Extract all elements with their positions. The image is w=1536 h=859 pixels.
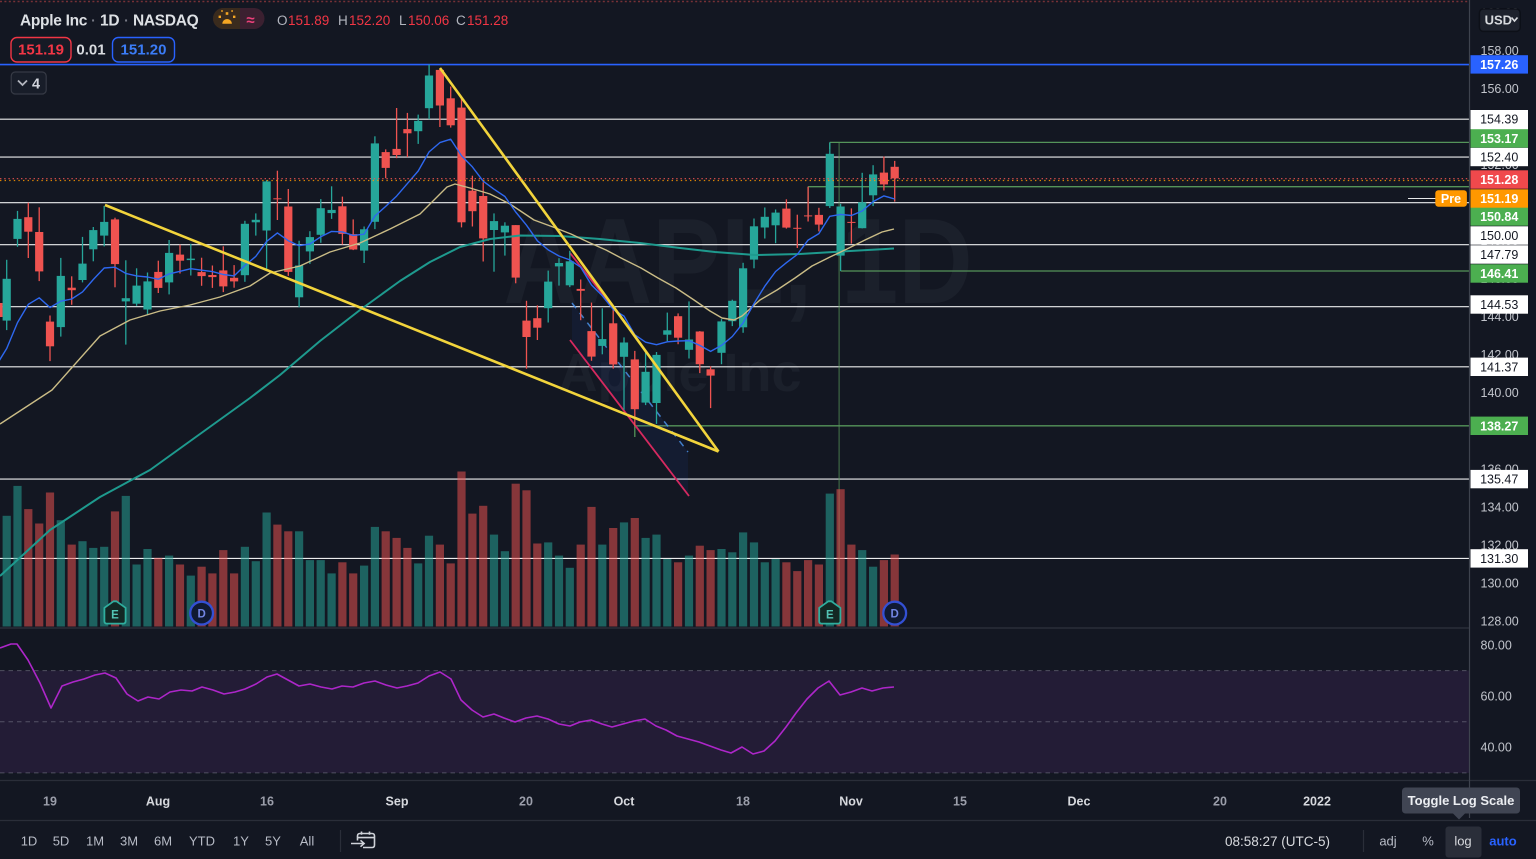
svg-text:154.39: 154.39 <box>1480 113 1518 127</box>
svg-text:E: E <box>111 610 119 622</box>
svg-text:134.00: 134.00 <box>1481 500 1519 514</box>
svg-text:151.28: 151.28 <box>1480 173 1518 187</box>
svg-text:%: % <box>1422 834 1434 849</box>
svg-text:151.89: 151.89 <box>288 13 329 28</box>
svg-text:131.30: 131.30 <box>1480 552 1518 566</box>
svg-text:1Y: 1Y <box>233 834 249 849</box>
svg-text:E: E <box>826 610 834 622</box>
svg-text:D: D <box>891 609 899 621</box>
svg-text:18: 18 <box>736 795 750 809</box>
svg-text:D: D <box>197 609 205 621</box>
svg-text:auto: auto <box>1489 834 1517 849</box>
svg-text:Sep: Sep <box>386 795 409 809</box>
svg-text:16: 16 <box>260 795 274 809</box>
svg-text:151.28: 151.28 <box>467 13 508 28</box>
svg-text:128.00: 128.00 <box>1481 614 1519 628</box>
svg-text:·: · <box>91 12 96 28</box>
svg-text:138.27: 138.27 <box>1480 419 1518 433</box>
svg-text:1D: 1D <box>21 834 38 849</box>
svg-text:40.00: 40.00 <box>1481 741 1512 755</box>
svg-text:adj: adj <box>1379 834 1396 849</box>
svg-text:147.79: 147.79 <box>1480 248 1518 262</box>
svg-text:6M: 6M <box>154 834 172 849</box>
svg-text:19: 19 <box>43 795 57 809</box>
svg-text:Pre: Pre <box>1441 192 1461 206</box>
svg-text:141.37: 141.37 <box>1480 360 1518 374</box>
svg-text:157.26: 157.26 <box>1480 58 1518 72</box>
svg-text:Dec: Dec <box>1068 795 1091 809</box>
svg-text:Apple Inc: Apple Inc <box>20 13 88 30</box>
svg-text:144.53: 144.53 <box>1480 298 1518 312</box>
svg-text:80.00: 80.00 <box>1481 638 1512 652</box>
svg-text:132.00: 132.00 <box>1481 538 1519 552</box>
svg-text:0.01: 0.01 <box>76 42 105 59</box>
svg-text:60.00: 60.00 <box>1481 690 1512 704</box>
svg-text:146.41: 146.41 <box>1480 267 1518 281</box>
svg-text:3M: 3M <box>120 834 138 849</box>
svg-text:Toggle Log Scale: Toggle Log Scale <box>1408 793 1515 808</box>
svg-text:140.00: 140.00 <box>1481 386 1519 400</box>
svg-text:log: log <box>1454 834 1471 849</box>
svg-text:153.17: 153.17 <box>1480 132 1518 146</box>
svg-text:2022: 2022 <box>1303 795 1331 809</box>
svg-text:130.00: 130.00 <box>1481 576 1519 590</box>
svg-text:YTD: YTD <box>189 834 215 849</box>
svg-text:C: C <box>456 13 466 28</box>
svg-text:5Y: 5Y <box>265 834 281 849</box>
svg-text:NASDAQ: NASDAQ <box>133 13 199 30</box>
svg-text:USD: USD <box>1485 13 1512 28</box>
svg-text:Nov: Nov <box>839 795 863 809</box>
svg-text:All: All <box>300 834 315 849</box>
svg-text:5D: 5D <box>53 834 70 849</box>
svg-text:·: · <box>124 12 129 28</box>
svg-text:L: L <box>399 13 407 28</box>
svg-text:08:58:27 (UTC-5): 08:58:27 (UTC-5) <box>1225 834 1330 849</box>
svg-text:151.19: 151.19 <box>18 42 64 59</box>
svg-text:15: 15 <box>953 795 967 809</box>
svg-text:20: 20 <box>519 795 533 809</box>
svg-text:Aug: Aug <box>146 795 170 809</box>
svg-text:Apple Inc: Apple Inc <box>558 343 801 403</box>
svg-text:152.40: 152.40 <box>1480 151 1518 165</box>
svg-text:O: O <box>277 13 288 28</box>
svg-text:135.47: 135.47 <box>1480 473 1518 487</box>
svg-text:H: H <box>338 13 348 28</box>
svg-text:158.00: 158.00 <box>1481 44 1519 58</box>
svg-text:1M: 1M <box>86 834 104 849</box>
svg-text:1D: 1D <box>100 13 119 30</box>
svg-text:150.00: 150.00 <box>1480 229 1518 243</box>
svg-text:20: 20 <box>1213 795 1227 809</box>
svg-text:156.00: 156.00 <box>1481 82 1519 96</box>
svg-text:152.20: 152.20 <box>349 13 390 28</box>
svg-text:151.20: 151.20 <box>121 42 167 59</box>
svg-text:150.06: 150.06 <box>408 13 449 28</box>
svg-text:4: 4 <box>32 77 40 93</box>
svg-text:151.19: 151.19 <box>1480 192 1518 206</box>
svg-text:150.84: 150.84 <box>1480 210 1518 224</box>
svg-text:Oct: Oct <box>614 795 636 809</box>
svg-text:≈: ≈ <box>246 12 254 29</box>
